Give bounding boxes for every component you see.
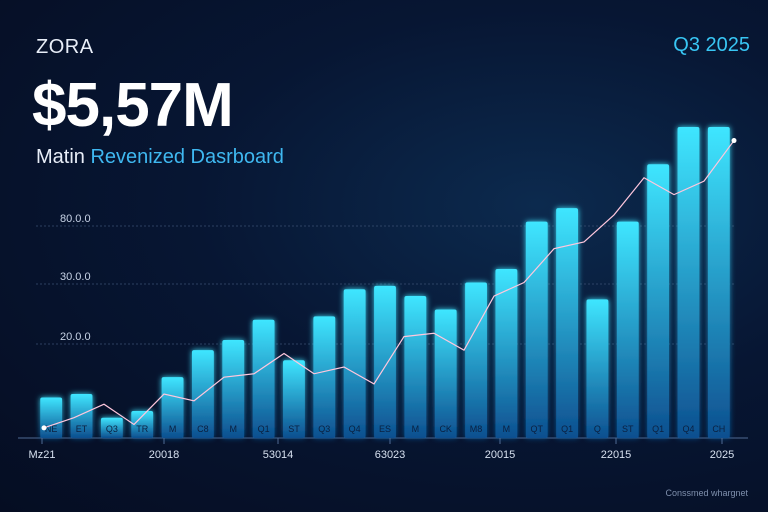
bar xyxy=(556,208,579,438)
bar-label: Q1 xyxy=(652,424,664,434)
bar xyxy=(161,377,184,438)
bar-label: CK xyxy=(439,424,452,434)
y-tick-label: 20.0.0 xyxy=(60,331,91,343)
x-group-label: Mz21 xyxy=(29,449,56,461)
bar xyxy=(707,127,730,438)
bar xyxy=(404,296,427,438)
bar-label: ET xyxy=(76,424,88,434)
x-group-label: 63023 xyxy=(375,449,406,461)
bar xyxy=(465,282,487,438)
brand-name: ZORA xyxy=(36,36,94,58)
subtitle-part-2: Revenized Dasrboard xyxy=(90,146,284,168)
subtitle-part-1: Matin xyxy=(36,146,85,168)
bar-label: TR xyxy=(136,424,148,434)
headline-value: $5,57M xyxy=(32,71,234,140)
bar xyxy=(131,410,154,438)
bar-label: M xyxy=(169,424,177,434)
bar xyxy=(222,339,245,438)
bar-label: Q xyxy=(594,424,601,434)
y-tick-label: 80.0.0 xyxy=(60,213,91,225)
bar-label: ST xyxy=(288,424,300,434)
bar xyxy=(374,285,396,438)
bar xyxy=(586,299,609,438)
y-tick-label: 30.0.0 xyxy=(60,271,91,283)
bar-label: M xyxy=(230,424,238,434)
x-group-label: 53014 xyxy=(263,449,294,461)
bar xyxy=(434,309,457,438)
bar-label: M xyxy=(412,424,420,434)
bar xyxy=(677,127,700,438)
trend-start-point xyxy=(41,425,47,431)
bar xyxy=(252,319,275,438)
bar-label: CH xyxy=(712,424,725,434)
bar-label: Q4 xyxy=(349,424,361,434)
footnote: Conssmed whargnet xyxy=(665,488,748,498)
trend-end-point xyxy=(731,138,737,144)
bar-label: Q4 xyxy=(682,424,694,434)
bar xyxy=(100,417,123,438)
bar xyxy=(647,164,670,438)
x-group-label: 20015 xyxy=(485,449,516,461)
period-label: Q3 2025 xyxy=(673,34,750,56)
x-group-label: 20018 xyxy=(149,449,180,461)
bar xyxy=(525,221,548,438)
x-group-label: 22015 xyxy=(601,449,632,461)
bar xyxy=(283,360,305,438)
bar xyxy=(313,316,336,438)
bar xyxy=(70,394,93,438)
x-group-label: 2025 xyxy=(710,449,734,461)
bar xyxy=(495,269,518,438)
bar xyxy=(343,289,366,438)
trend-line xyxy=(43,140,735,429)
bar-label: M xyxy=(503,424,511,434)
bar-label: Q1 xyxy=(258,424,270,434)
bar-label: C8 xyxy=(197,424,209,434)
bar-label: ES xyxy=(379,424,391,434)
bar-label: Q3 xyxy=(318,424,330,434)
bar-label: Q1 xyxy=(561,424,573,434)
bar xyxy=(616,221,639,438)
bar-label: Q3 xyxy=(106,424,118,434)
bar-label: M8 xyxy=(470,424,483,434)
bar-label: QT xyxy=(530,424,543,434)
dashboard-subtitle: Matin Revenized Dasrboard xyxy=(36,146,284,169)
bar-label: NE xyxy=(45,424,58,434)
bar-label: ST xyxy=(622,424,634,434)
